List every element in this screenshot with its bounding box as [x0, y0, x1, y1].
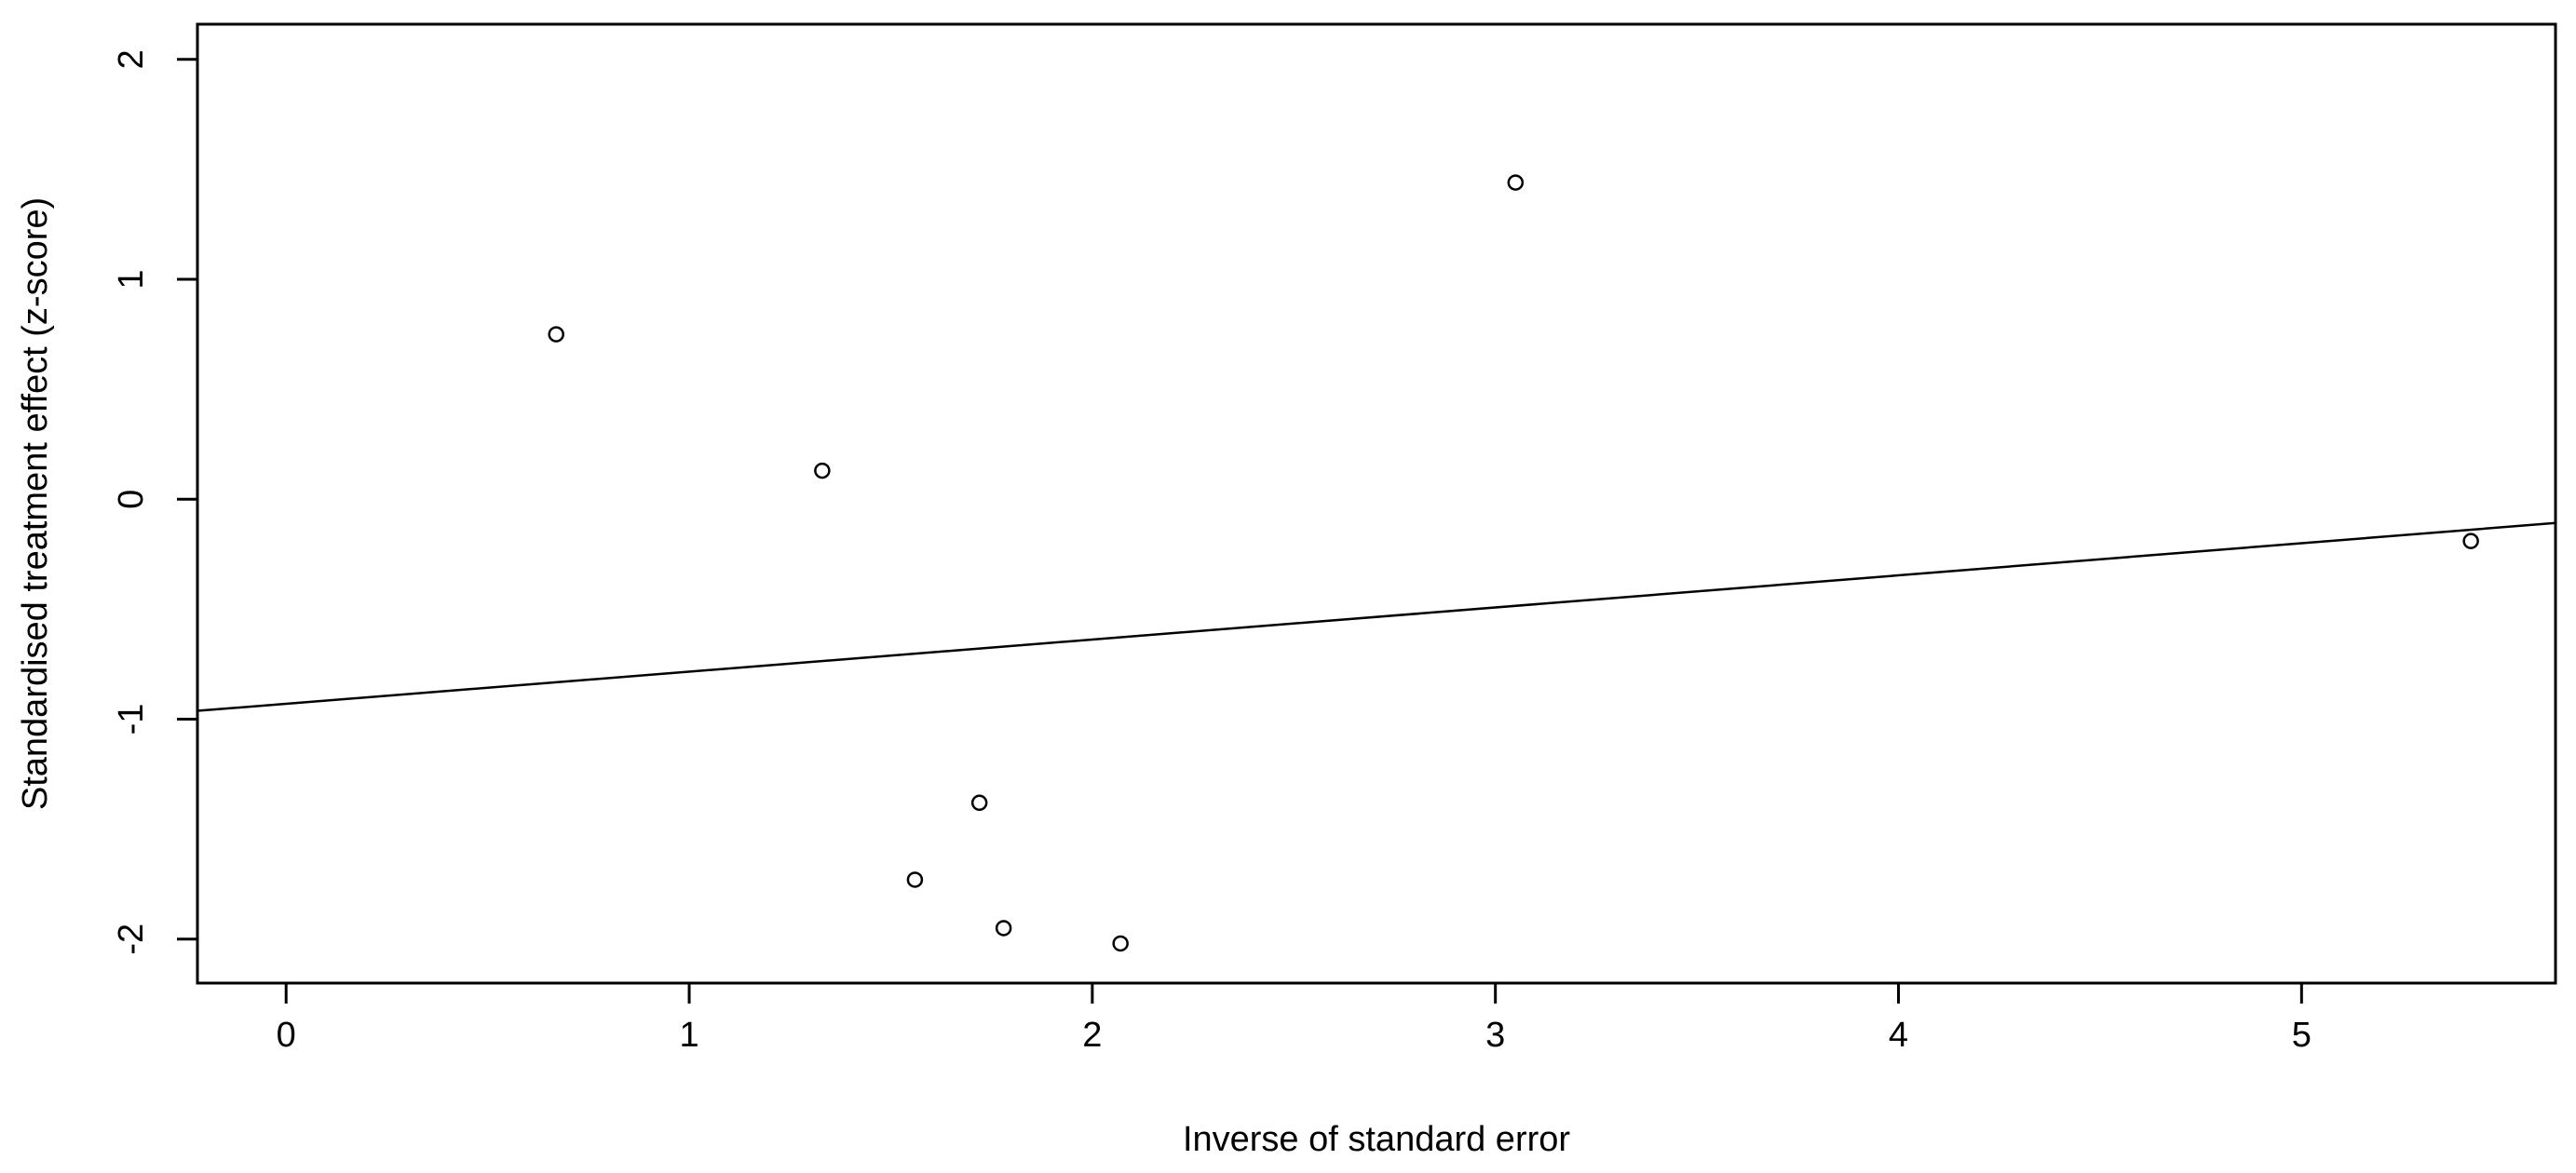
- x-tick-label: 1: [679, 1016, 698, 1055]
- data-point: [970, 794, 988, 812]
- data-point: [1112, 935, 1129, 952]
- x-tick-label: 2: [1082, 1016, 1102, 1055]
- data-point: [1507, 174, 1525, 191]
- data-point: [995, 920, 1012, 937]
- data-point: [906, 871, 924, 888]
- data-point: [814, 462, 831, 479]
- plot-frame: [196, 22, 2557, 985]
- y-tick-label: -1: [112, 704, 151, 735]
- y-tick-label: 1: [112, 269, 151, 289]
- regression-line: [197, 521, 2556, 712]
- y-tick-label: 2: [112, 49, 151, 69]
- x-tick-label: 4: [1889, 1016, 1908, 1055]
- y-tick-label: 0: [112, 490, 151, 509]
- data-point: [548, 326, 564, 343]
- y-axis: -2 -1 0 1 2: [112, 49, 199, 955]
- x-axis-label: Inverse of standard error: [1183, 1120, 1570, 1159]
- y-tick-label: -2: [112, 924, 151, 955]
- x-tick-label: 5: [2292, 1016, 2312, 1055]
- data-point: [2462, 533, 2479, 549]
- x-axis: 0 1 2 3 4 5: [277, 981, 2312, 1055]
- data-points: [548, 174, 2479, 952]
- x-tick-label: 3: [1485, 1016, 1505, 1055]
- y-axis-label: Standardised treatment effect (z-score): [16, 197, 55, 810]
- x-tick-label: 0: [277, 1016, 296, 1055]
